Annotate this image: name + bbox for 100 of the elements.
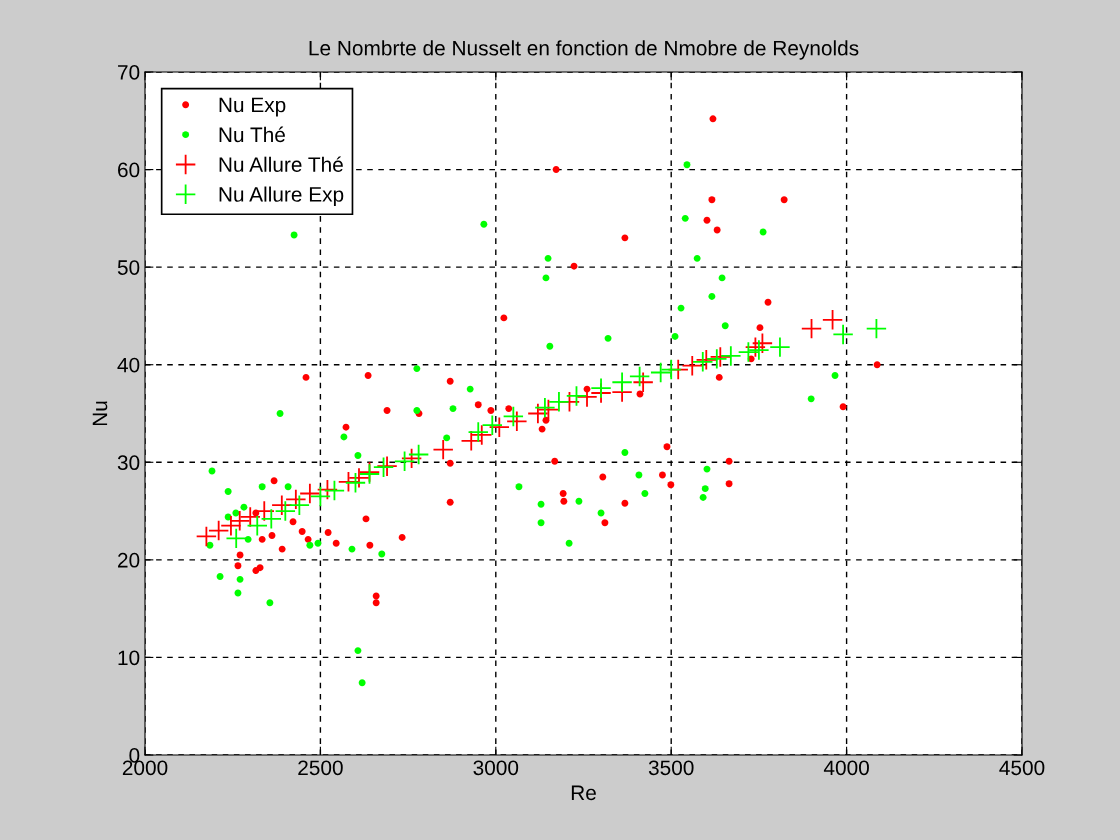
x-tick-label: 2500	[298, 760, 343, 776]
point	[288, 494, 310, 516]
point	[559, 490, 567, 497]
point	[400, 447, 423, 470]
point	[244, 535, 252, 543]
point	[208, 519, 230, 542]
point	[268, 531, 276, 539]
point	[683, 161, 691, 169]
point	[527, 402, 549, 425]
point	[348, 467, 370, 489]
point	[865, 317, 888, 340]
point	[229, 510, 251, 532]
point	[660, 358, 682, 381]
point	[302, 373, 310, 381]
point	[314, 539, 322, 547]
x-tick-label: 4500	[999, 760, 1045, 776]
point	[195, 525, 218, 548]
point	[332, 539, 340, 547]
point	[621, 499, 629, 507]
point	[831, 371, 839, 379]
y-tick-label: 20	[118, 552, 140, 568]
point	[506, 410, 528, 432]
point	[372, 592, 380, 600]
point	[239, 506, 261, 528]
point	[560, 497, 568, 505]
point	[604, 334, 612, 342]
point	[285, 488, 307, 510]
point	[354, 647, 362, 655]
point	[565, 385, 588, 407]
point	[650, 361, 672, 384]
point	[323, 479, 346, 502]
y-tick-label: 50	[117, 260, 140, 275]
point	[304, 535, 312, 543]
point	[570, 262, 578, 270]
point	[364, 371, 372, 379]
x-tick-label: 3500	[648, 760, 694, 776]
point	[632, 371, 654, 393]
point	[206, 541, 214, 549]
point	[681, 355, 703, 377]
point	[621, 449, 629, 456]
point	[551, 457, 559, 465]
legend-label: Nu Exp	[219, 97, 286, 117]
point	[575, 497, 583, 505]
point	[725, 457, 733, 465]
point	[344, 472, 367, 494]
point	[546, 342, 554, 350]
point	[234, 562, 242, 570]
point	[274, 500, 296, 522]
point	[715, 373, 723, 381]
legend-label: Nu Allure Exp	[219, 186, 344, 206]
y-tick-label: 10	[118, 650, 140, 666]
point	[709, 115, 717, 123]
point	[256, 564, 264, 572]
point	[708, 196, 716, 204]
point	[751, 332, 774, 354]
x-tick-label: 3000	[473, 760, 519, 776]
point	[542, 416, 550, 424]
point	[590, 377, 612, 399]
point	[342, 423, 350, 431]
point	[220, 515, 242, 537]
x-tick-label: 4000	[823, 760, 869, 776]
point	[466, 385, 474, 393]
point	[474, 401, 482, 409]
y-tick-label: 60	[118, 162, 140, 178]
point	[667, 481, 675, 489]
point	[701, 485, 709, 493]
point	[764, 298, 772, 306]
point	[337, 471, 360, 493]
point	[780, 196, 788, 204]
point	[354, 451, 362, 459]
x-axis-title: Re	[571, 785, 596, 801]
point	[324, 529, 332, 537]
point	[362, 515, 370, 523]
point	[276, 410, 284, 417]
point	[807, 395, 815, 403]
y-tick-label: 40	[117, 357, 140, 373]
point	[537, 519, 545, 527]
point	[480, 220, 488, 228]
point	[393, 450, 416, 472]
point	[544, 254, 552, 262]
point	[383, 407, 391, 415]
point	[548, 391, 570, 413]
point	[671, 332, 679, 340]
chart-title: Le Nombrte de Nusselt en fonction de Nmobre de Reynolds	[309, 40, 859, 60]
legend-label: Nu Allure Thé	[219, 156, 343, 172]
point	[725, 480, 733, 488]
point	[289, 518, 297, 526]
point	[839, 403, 847, 411]
point	[225, 527, 247, 550]
point	[599, 473, 607, 481]
point	[699, 493, 707, 501]
point	[756, 324, 764, 332]
point	[284, 483, 292, 491]
point	[372, 599, 380, 607]
point	[500, 314, 508, 322]
point	[232, 509, 240, 517]
point	[378, 550, 386, 558]
point	[449, 405, 457, 413]
point	[488, 416, 510, 438]
point	[246, 515, 268, 537]
